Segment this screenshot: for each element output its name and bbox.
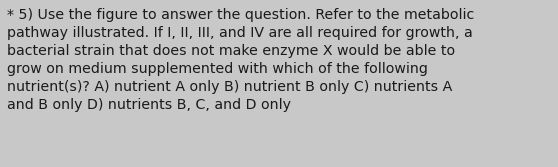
Text: * 5) Use the figure to answer the question. Refer to the metabolic
pathway illus: * 5) Use the figure to answer the questi… [7,8,474,112]
